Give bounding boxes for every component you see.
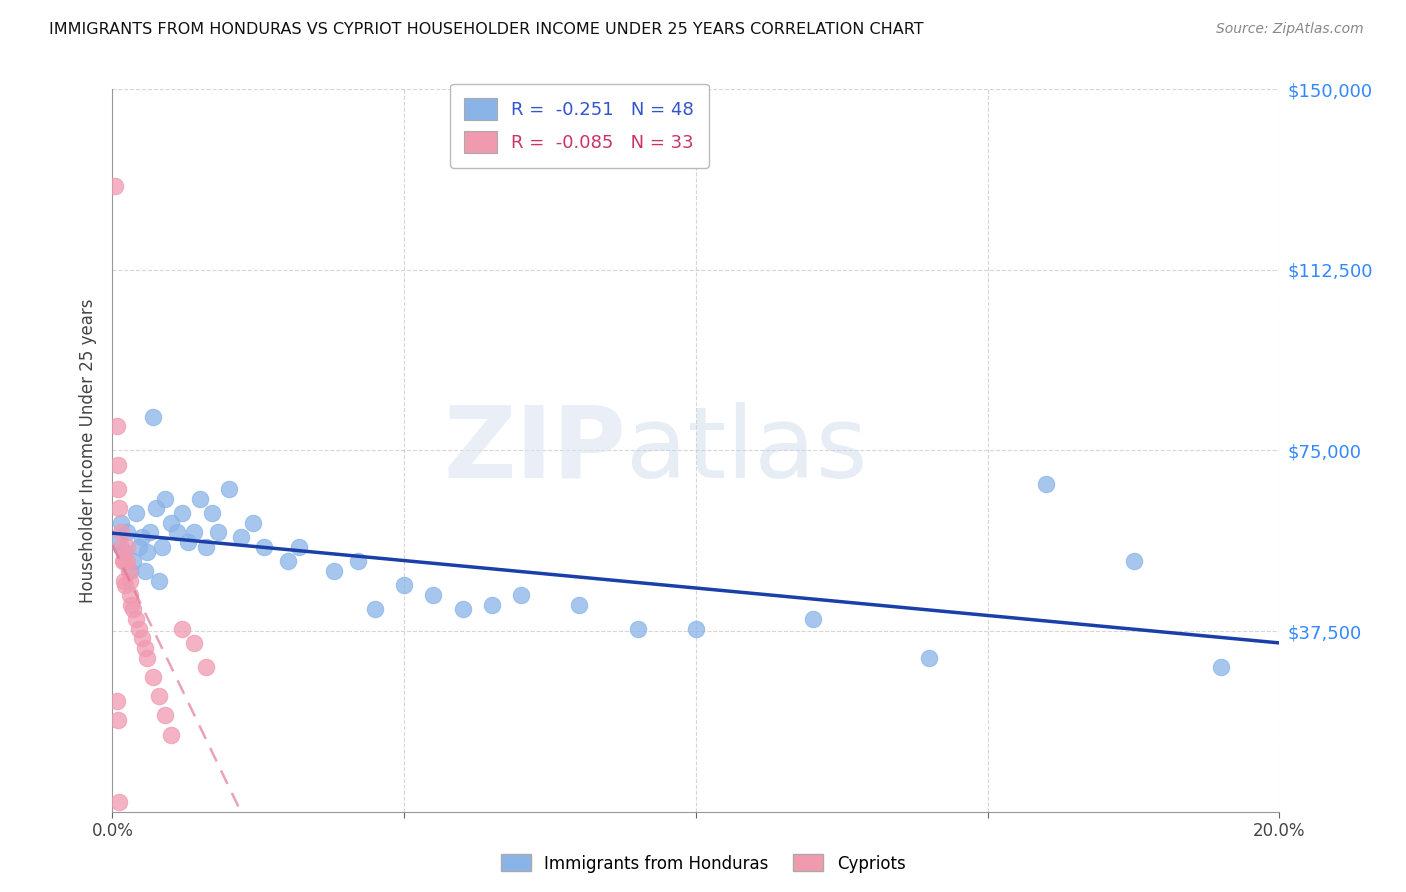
Point [148, 574, 170, 588]
Point [172, 622, 194, 636]
Text: Source: ZipAtlas.com: Source: ZipAtlas.com [1216, 22, 1364, 37]
Point [107, 482, 129, 496]
Point [115, 540, 138, 554]
Point [120, 598, 142, 612]
Point [323, 564, 346, 578]
Point [110, 540, 132, 554]
Point [188, 491, 211, 506]
Point [194, 660, 217, 674]
Point [509, 588, 531, 602]
Point [131, 632, 153, 646]
Point [134, 640, 156, 655]
Point [145, 501, 167, 516]
Point [107, 458, 129, 472]
Point [801, 612, 824, 626]
Point [104, 178, 127, 193]
Point [112, 554, 135, 568]
Point [112, 544, 135, 558]
Y-axis label: Householder Income Under 25 years: Householder Income Under 25 years [79, 298, 97, 603]
Point [394, 578, 416, 592]
Point [107, 535, 129, 549]
Point [1209, 660, 1232, 674]
Legend: R =  -0.251   N = 48, R =  -0.085   N = 33: R = -0.251 N = 48, R = -0.085 N = 33 [450, 84, 709, 168]
Point [153, 491, 176, 506]
Point [122, 554, 145, 568]
Point [122, 602, 145, 616]
Point [276, 554, 298, 568]
Point [229, 530, 252, 544]
Legend: Immigrants from Honduras, Cypriots: Immigrants from Honduras, Cypriots [494, 847, 912, 880]
Point [153, 708, 176, 723]
Point [160, 516, 183, 530]
Point [118, 588, 141, 602]
Point [172, 506, 194, 520]
Point [110, 516, 132, 530]
Point [288, 540, 311, 554]
Point [125, 612, 148, 626]
Point [118, 564, 141, 578]
Point [142, 670, 165, 684]
Point [160, 728, 183, 742]
Point [108, 795, 131, 809]
Point [183, 525, 205, 540]
Point [112, 574, 135, 588]
Point [685, 622, 707, 636]
Point [218, 482, 240, 496]
Text: ZIP: ZIP [443, 402, 626, 499]
Point [114, 578, 136, 592]
Point [1122, 554, 1144, 568]
Point [136, 544, 159, 558]
Point [242, 516, 264, 530]
Point [128, 622, 150, 636]
Point [627, 622, 650, 636]
Point [183, 636, 205, 650]
Point [253, 540, 276, 554]
Point [568, 598, 591, 612]
Point [105, 694, 128, 708]
Point [1035, 477, 1057, 491]
Point [422, 588, 444, 602]
Point [105, 419, 128, 434]
Point [451, 602, 474, 616]
Point [107, 713, 129, 727]
Point [346, 554, 368, 568]
Point [115, 525, 138, 540]
Point [136, 650, 159, 665]
Point [118, 564, 141, 578]
Text: atlas: atlas [626, 402, 868, 499]
Text: IMMIGRANTS FROM HONDURAS VS CYPRIOT HOUSEHOLDER INCOME UNDER 25 YEARS CORRELATIO: IMMIGRANTS FROM HONDURAS VS CYPRIOT HOUS… [49, 22, 924, 37]
Point [108, 501, 131, 516]
Point [118, 574, 141, 588]
Point [134, 564, 156, 578]
Point [918, 650, 941, 665]
Point [177, 535, 200, 549]
Point [201, 506, 224, 520]
Point [110, 525, 132, 540]
Point [125, 506, 148, 520]
Point [207, 525, 229, 540]
Point [148, 689, 170, 703]
Point [139, 525, 162, 540]
Point [166, 525, 188, 540]
Point [481, 598, 503, 612]
Point [111, 554, 134, 568]
Point [131, 530, 153, 544]
Point [194, 540, 217, 554]
Point [142, 409, 165, 424]
Point [128, 540, 150, 554]
Point [364, 602, 387, 616]
Point [115, 554, 138, 568]
Point [150, 540, 173, 554]
